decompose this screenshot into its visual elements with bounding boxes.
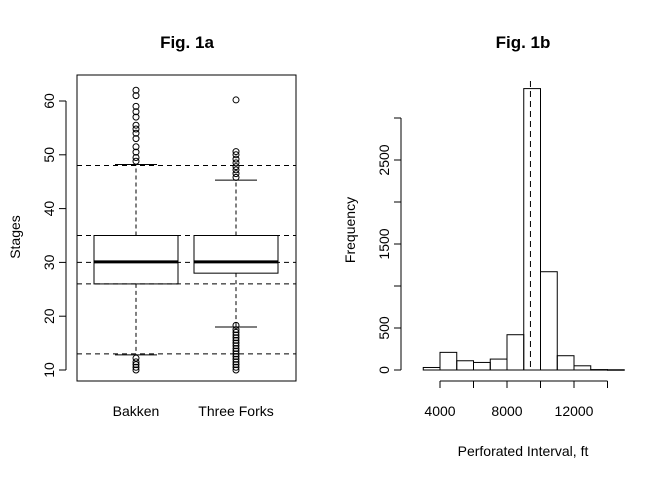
fig-1a-x-axis: Bakken Three Forks (113, 403, 274, 419)
outlier-point (232, 336, 240, 344)
iqr-box (193, 235, 279, 274)
histogram-bar (540, 271, 558, 371)
outlier-point (132, 354, 140, 362)
fig-1a-plot-frame (76, 74, 297, 382)
fig-1a-category-label: Bakken (113, 403, 160, 419)
outlier-point (232, 163, 240, 171)
outlier-point (132, 366, 140, 374)
fig-1b-y-axis: 0 500 1500 2500 (376, 117, 402, 374)
fig-1b-xlabel: Perforated Interval, ft (458, 443, 589, 459)
histogram-bar (422, 366, 441, 371)
outlier-point (132, 125, 140, 133)
fig-1b-x-tick-label: 12000 (555, 403, 594, 419)
fig-1a-y-tick-label: 40 (41, 201, 57, 217)
histogram-bar (456, 360, 474, 371)
histogram-bar (473, 361, 491, 371)
outlier-point (232, 347, 240, 355)
fig-1b-y-tick-label: 0 (376, 366, 392, 374)
outlier-point (232, 148, 240, 156)
fig-1b-histogram: Fig. 1b Frequency Perforated Interval, f… (342, 33, 625, 459)
outlier-point (132, 108, 140, 116)
iqr-box (93, 235, 179, 285)
outlier-point (132, 148, 140, 156)
fig-1b-y-tick-label: 2500 (376, 144, 392, 175)
fig-1a-ylabel: Stages (7, 215, 23, 259)
fig-1b-bars (422, 88, 625, 371)
outlier-point (232, 159, 240, 167)
outlier-point (232, 355, 240, 363)
outlier-point (132, 129, 140, 137)
outlier-point (232, 170, 240, 178)
outlier-point (232, 151, 240, 159)
outlier-point (132, 135, 140, 143)
fig-1b-x-tick-label: 8000 (491, 403, 522, 419)
outlier-point (232, 331, 240, 339)
outlier-point (232, 342, 240, 350)
histogram-bar (523, 88, 541, 371)
histogram-bar (590, 369, 608, 371)
fig-1a-y-tick-label: 50 (41, 147, 57, 163)
outlier-point (232, 339, 240, 347)
outlier-point (232, 334, 240, 342)
box-bakken (93, 86, 179, 374)
fig-1a-category-label: Three Forks (198, 403, 273, 419)
fig-1a-y-tick-label: 10 (41, 362, 57, 378)
outlier-point (232, 350, 240, 358)
histogram-bar (489, 358, 508, 371)
fig-1b-y-tick-label: 500 (376, 316, 392, 340)
histogram-bar (506, 334, 525, 371)
outlier-point (132, 113, 140, 121)
box-three-forks (193, 96, 279, 374)
outlier-point (132, 102, 140, 110)
fig-1a-boxplot: Fig. 1a Stages 10 20 30 40 50 60 Bakken Three … (7, 33, 297, 419)
outlier-point (232, 344, 240, 352)
outlier-point (132, 92, 140, 100)
outlier-point (232, 353, 240, 361)
fig-1a-y-tick-label: 30 (41, 254, 57, 270)
fig-1a-boxes (93, 86, 279, 374)
outlier-point (232, 361, 240, 369)
fig-1b-y-tick-label: 1500 (376, 228, 392, 259)
outlier-point (232, 326, 240, 334)
outlier-point (232, 321, 240, 329)
fig-1a-y-axis: 10 20 30 40 50 60 (41, 93, 67, 378)
outlier-point (232, 155, 240, 163)
fig-1a-reference-lines (77, 165, 296, 355)
outlier-point (232, 358, 240, 366)
outlier-point (132, 121, 140, 129)
outlier-point (132, 86, 140, 94)
fig-1b-x-axis: 4000 8000 12000 (424, 380, 608, 419)
fig-1a-y-tick-label: 60 (41, 93, 57, 109)
fig-1b-x-tick-label: 4000 (424, 403, 455, 419)
fig-1b-ylabel: Frequency (342, 197, 358, 263)
outlier-point (232, 166, 240, 174)
outlier-point (232, 366, 240, 374)
outlier-point (232, 363, 240, 371)
outlier-point (132, 143, 140, 151)
fig-1a-y-tick-label: 20 (41, 308, 57, 324)
histogram-bar (439, 351, 458, 371)
outlier-point (132, 153, 140, 161)
histogram-bar (556, 355, 575, 371)
outlier-point (132, 363, 140, 371)
outlier-point (132, 358, 140, 366)
outlier-point (132, 157, 140, 165)
outlier-point (232, 96, 240, 104)
outlier-point (232, 328, 240, 336)
histogram-bar (573, 365, 592, 371)
histogram-bar (607, 369, 625, 371)
outlier-point (232, 173, 240, 181)
fig-1a-title: Fig. 1a (160, 33, 214, 52)
fig-1b-title: Fig. 1b (496, 33, 551, 52)
